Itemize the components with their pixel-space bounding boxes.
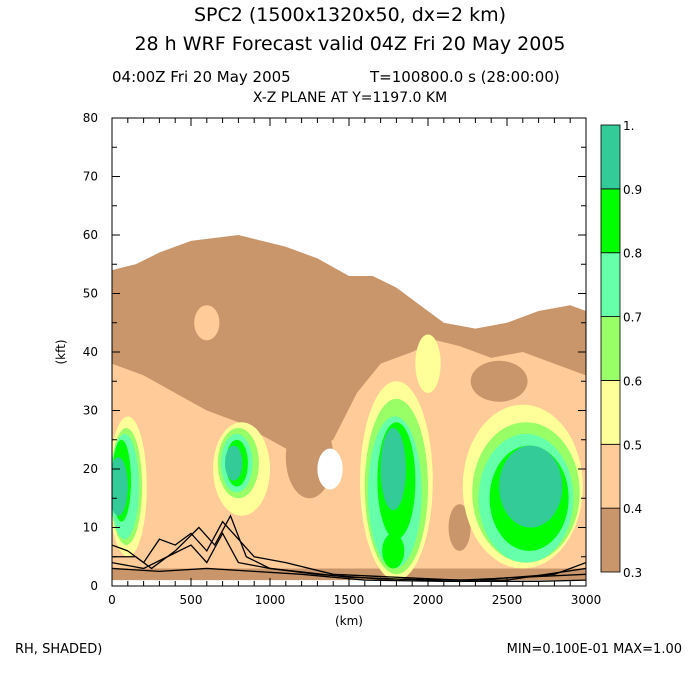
colorbar-label: 1. (623, 119, 634, 133)
plane-label: X-Z PLANE AT Y=1197.0 KM (252, 90, 448, 106)
y-tick-label: 20 (83, 462, 98, 476)
y-tick-label: 70 (83, 170, 98, 184)
x-axis-label: (km) (335, 614, 363, 628)
y-tick-label: 10 (83, 521, 98, 535)
colorbar-label: 0.6 (623, 374, 642, 388)
y-tick-label: 0 (90, 579, 98, 593)
colorbar-swatch (600, 443, 621, 509)
colorbar: 0.3 0.4 0.5 0.6 0.7 0.8 0.9 1. (600, 119, 642, 580)
colorbar-label: 0.5 (623, 438, 642, 452)
x-tick-label: 3000 (571, 593, 602, 607)
rh-region-29 (317, 448, 343, 490)
x-tick-label: 500 (180, 593, 203, 607)
chart-title: SPC2 (1500x1320x50, dx=2 km) (193, 4, 507, 26)
rh-region-5 (198, 346, 310, 405)
y-tick-label: 60 (83, 228, 98, 242)
y-tick-label: 50 (83, 287, 98, 301)
colorbar-label: 0.9 (623, 183, 642, 197)
axis-ticks: 0 500 1000 1500 2000 2500 3000 0 10 20 30 40 50 60 70 8… (83, 111, 602, 607)
rh-region-6 (194, 305, 220, 341)
colorbar-label: 0.8 (623, 247, 642, 261)
rh-region-26 (499, 445, 563, 528)
rh-region-25 (380, 428, 406, 510)
rh-region-4 (470, 360, 528, 402)
x-tick-label: 2000 (413, 593, 444, 607)
colorbar-swatch (600, 188, 621, 254)
x-tick-label: 0 (108, 593, 116, 607)
colorbar-swatch (600, 124, 621, 190)
x-tick-label: 2500 (492, 593, 523, 607)
colorbar-swatch (600, 380, 621, 445)
colorbar-label: 0.4 (623, 502, 642, 516)
y-tick-label: 80 (83, 111, 98, 125)
rh-region-22 (382, 533, 405, 569)
colorbar-swatch (600, 507, 621, 573)
y-tick-label: 40 (83, 345, 98, 359)
valid-time: 04:00Z Fri 20 May 2005 (112, 68, 291, 86)
y-tick-label: 30 (83, 404, 98, 418)
colorbar-label: 0.3 (623, 566, 642, 580)
chart-subtitle: 28 h WRF Forecast valid 04Z Fri 20 May 2… (134, 33, 566, 55)
colorbar-swatch (600, 316, 621, 381)
field-label: RH, SHADED) (15, 642, 103, 657)
model-time: T=100800.0 s (28:00:00) (370, 68, 560, 86)
rh-region-11 (415, 334, 441, 393)
rh-region-27 (112, 457, 128, 516)
rh-region-3 (448, 504, 471, 551)
x-tick-label: 1000 (255, 593, 286, 607)
shaded-field (112, 235, 586, 581)
y-axis-label: (kft) (54, 339, 68, 364)
rh-region-28 (224, 445, 243, 481)
colorbar-swatch (600, 252, 621, 317)
x-tick-label: 1500 (334, 593, 365, 607)
contour-line-2 (112, 531, 586, 581)
min-max-label: MIN=0.100E-01 MAX=1.00 (506, 642, 682, 657)
colorbar-label: 0.7 (623, 311, 642, 325)
